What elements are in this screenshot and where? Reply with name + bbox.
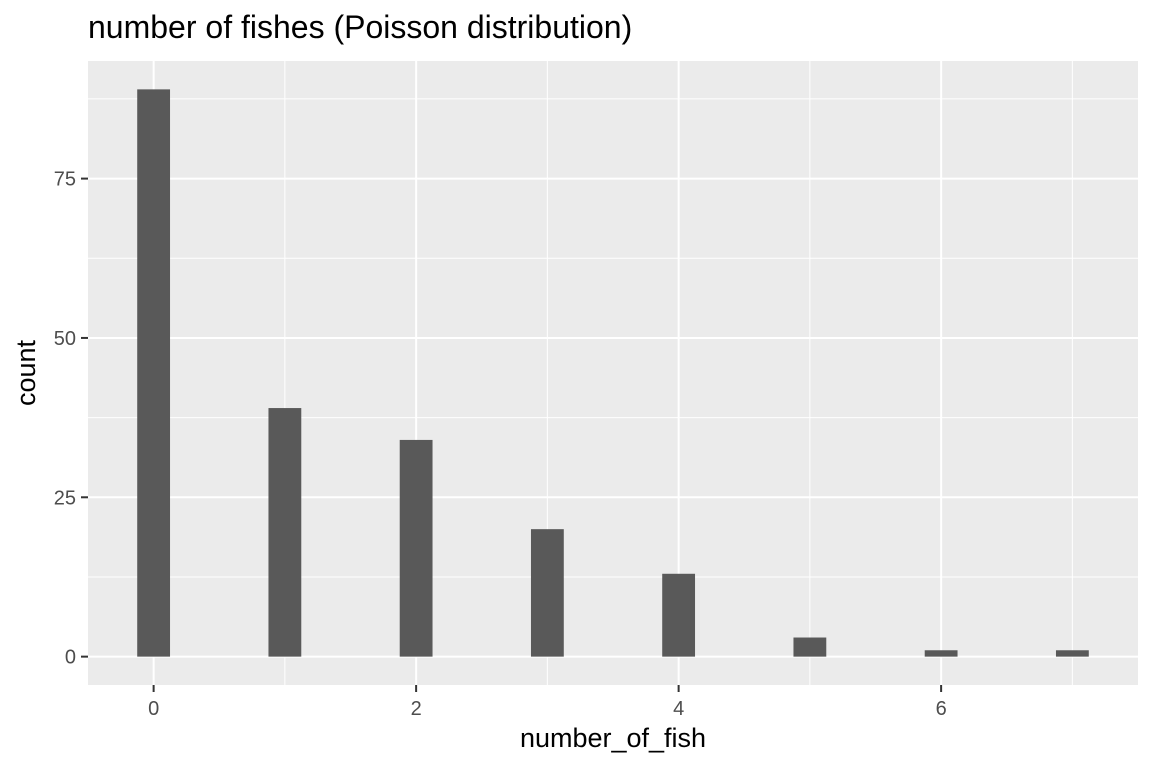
x-axis-title: number_of_fish bbox=[520, 723, 706, 753]
bar bbox=[399, 439, 433, 657]
bar bbox=[793, 637, 827, 657]
x-tick-label: 2 bbox=[411, 698, 422, 720]
x-tick-label: 6 bbox=[936, 698, 947, 720]
y-axis-title: count bbox=[11, 339, 41, 406]
chart-title: number of fishes (Poisson distribution) bbox=[88, 9, 632, 45]
x-tick-label: 0 bbox=[148, 698, 159, 720]
x-axis: 0 2 4 6 bbox=[148, 685, 947, 720]
bars bbox=[137, 89, 1089, 657]
bar bbox=[1055, 650, 1089, 657]
plot-panel bbox=[88, 61, 1138, 685]
y-tick-label: 25 bbox=[54, 487, 76, 509]
y-tick-label: 75 bbox=[54, 169, 76, 191]
x-tick-label: 4 bbox=[673, 698, 684, 720]
bar bbox=[137, 89, 171, 657]
bar bbox=[924, 650, 958, 657]
bar bbox=[662, 573, 696, 657]
y-axis: 0 25 50 75 bbox=[54, 169, 88, 669]
bar bbox=[268, 408, 302, 657]
y-tick-label: 50 bbox=[54, 328, 76, 350]
bar bbox=[530, 529, 564, 657]
grid-minor bbox=[88, 61, 1138, 685]
y-tick-label: 0 bbox=[65, 647, 76, 669]
